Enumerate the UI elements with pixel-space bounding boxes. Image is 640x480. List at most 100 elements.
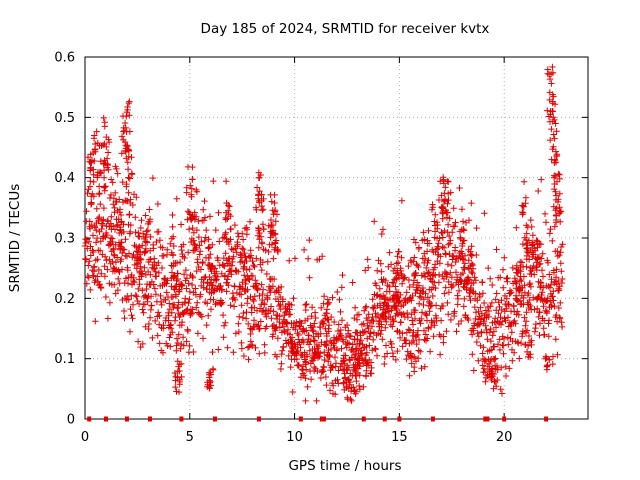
data-point [249, 272, 256, 280]
data-point [110, 223, 117, 230]
data-point [559, 275, 566, 283]
data-point [247, 252, 255, 259]
data-point [253, 184, 261, 191]
data-point [228, 245, 235, 253]
data-point [146, 206, 153, 213]
data-point [441, 197, 449, 204]
data-point [540, 325, 547, 332]
data-point [439, 203, 446, 210]
data-point [90, 166, 97, 173]
data-point [455, 281, 462, 288]
y-ticks: 0 0.1 0.2 0.3 0.4 0.5 0.6 [54, 51, 588, 428]
data-point [460, 256, 467, 263]
data-point [224, 273, 232, 280]
data-point [394, 347, 401, 355]
data-point [510, 349, 518, 356]
zero-marker [430, 416, 435, 422]
data-point [460, 237, 468, 244]
data-point [460, 226, 467, 233]
data-point [555, 170, 562, 178]
data-point [523, 327, 531, 334]
data-point [445, 289, 453, 296]
data-point [287, 363, 294, 371]
data-point [420, 229, 427, 236]
data-point [490, 328, 498, 335]
data-point [413, 340, 420, 348]
data-point [427, 323, 435, 331]
data-point [488, 299, 496, 307]
data-point [511, 317, 518, 325]
data-point [555, 277, 562, 285]
data-point [431, 228, 439, 235]
data-point [388, 344, 395, 351]
data-point [93, 128, 100, 135]
data-point [261, 341, 268, 348]
data-point [101, 263, 108, 270]
data-point [447, 269, 454, 276]
data-point [411, 368, 418, 375]
data-point [521, 234, 528, 241]
data-point [101, 253, 109, 260]
data-point [337, 332, 345, 339]
data-point [479, 279, 486, 286]
data-point [427, 302, 434, 310]
data-point [502, 363, 509, 370]
data-point [253, 255, 260, 262]
data-point [87, 165, 94, 173]
data-point [475, 321, 483, 328]
data-point [132, 291, 139, 299]
data-point [160, 252, 167, 260]
data-point [242, 254, 249, 261]
data-point [352, 372, 359, 380]
data-point [484, 363, 491, 370]
data-point [545, 333, 552, 340]
data-point [138, 217, 145, 224]
data-point [129, 301, 137, 308]
data-point [197, 291, 204, 298]
data-point [200, 284, 207, 291]
data-point [246, 343, 253, 350]
data-point [210, 288, 217, 296]
data-point [289, 349, 296, 356]
data-point [403, 336, 410, 344]
data-point [251, 304, 258, 311]
data-point [556, 190, 563, 197]
data-point [119, 178, 126, 186]
data-point [421, 273, 429, 280]
data-point [155, 259, 162, 267]
data-point [403, 289, 410, 296]
data-point [88, 200, 95, 207]
data-point [175, 299, 182, 306]
data-point [325, 325, 332, 332]
data-point [316, 256, 323, 263]
data-point [480, 318, 488, 325]
data-point [431, 322, 438, 329]
data-point [302, 375, 309, 382]
data-point [550, 297, 557, 304]
data-point [104, 160, 111, 168]
data-point [304, 315, 311, 323]
data-point [527, 283, 535, 290]
data-point [361, 328, 368, 336]
data-point [85, 238, 93, 245]
data-point [523, 263, 530, 270]
data-point [302, 306, 309, 314]
data-point [410, 337, 417, 344]
data-point [465, 276, 472, 283]
data-point [491, 356, 498, 363]
data-point [310, 337, 318, 344]
data-point [442, 184, 449, 191]
data-point [514, 270, 522, 277]
data-point [195, 217, 202, 225]
data-point [89, 190, 96, 198]
data-point [460, 227, 468, 234]
data-point [532, 320, 540, 328]
data-point [503, 305, 510, 312]
data-point [367, 330, 374, 337]
data-point [503, 295, 510, 302]
data-point [252, 344, 259, 352]
data-point [416, 300, 423, 307]
data-point [451, 223, 458, 230]
data-point [99, 221, 106, 229]
data-point [173, 335, 181, 342]
